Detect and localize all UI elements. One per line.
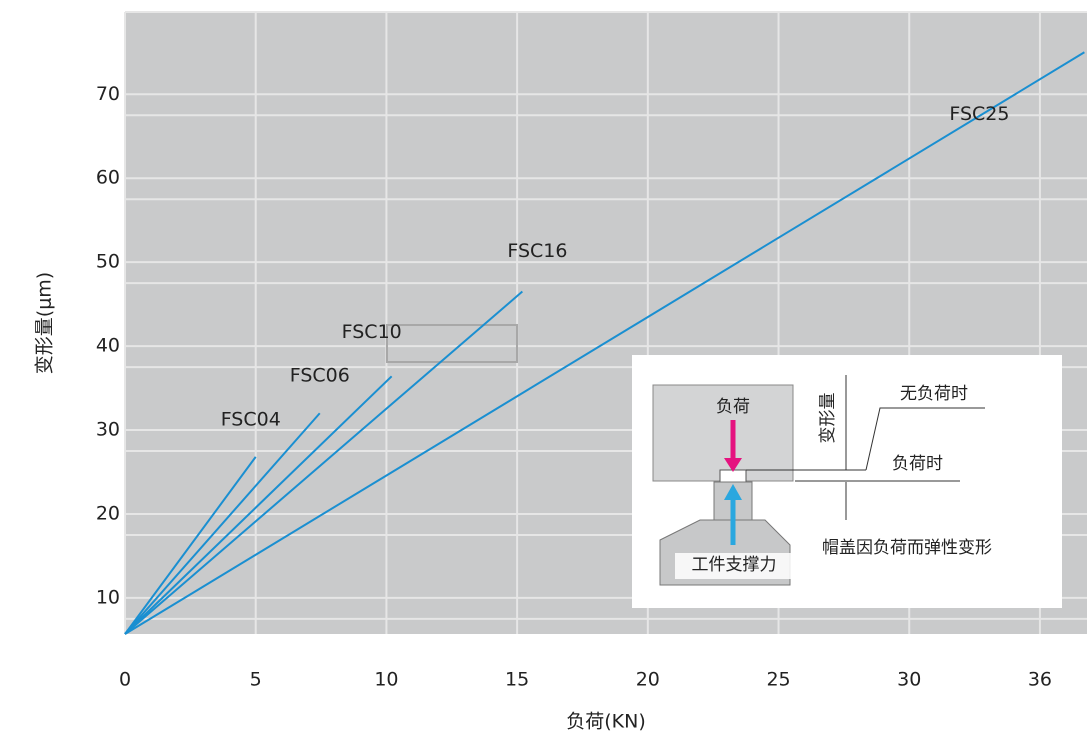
lines bbox=[124, 51, 1085, 635]
x-tick-label: 5 bbox=[250, 669, 262, 691]
series-line bbox=[124, 375, 393, 635]
leader bbox=[865, 407, 985, 471]
inset-label: 帽盖因负荷而弹性变形 bbox=[822, 538, 992, 558]
x-tick-label: 10 bbox=[374, 669, 398, 691]
y-tick-label: 60 bbox=[96, 167, 120, 189]
series-label: FSC10 bbox=[342, 321, 402, 343]
series-line bbox=[124, 51, 1085, 635]
inset-label: 无负荷时 bbox=[900, 384, 968, 404]
series-label: FSC16 bbox=[507, 240, 567, 262]
label-bg bbox=[675, 553, 793, 579]
inset-label: 负荷时 bbox=[892, 454, 943, 474]
support-arrow-head bbox=[724, 484, 742, 500]
x-tick-label: 15 bbox=[505, 669, 529, 691]
x-tick-label: 36 bbox=[1028, 669, 1052, 691]
inset-label: 负荷 bbox=[716, 397, 750, 417]
gray-box bbox=[386, 324, 518, 363]
inset: 负荷 变形量 无负荷时 负荷时 帽盖因负荷而弹性变形 工件支撑力 bbox=[632, 355, 1062, 608]
load-arrow-head bbox=[724, 458, 742, 472]
y-tick-label: 10 bbox=[96, 586, 120, 608]
series-label: FSC25 bbox=[949, 103, 1009, 125]
series-line bbox=[124, 412, 321, 635]
x-tick-label: 25 bbox=[766, 669, 790, 691]
inset-block bbox=[652, 384, 794, 482]
inset-label: 变形量 bbox=[818, 393, 838, 444]
series-label: FSC06 bbox=[290, 365, 350, 387]
inset-label: 工件支撑力 bbox=[692, 555, 777, 575]
series-line bbox=[124, 456, 257, 635]
series-label: FSC04 bbox=[221, 408, 281, 430]
series-line bbox=[124, 290, 524, 635]
y-tick-label: 20 bbox=[96, 502, 120, 524]
x-tick-label: 20 bbox=[636, 669, 660, 691]
y-tick-label: 30 bbox=[96, 419, 120, 441]
x-axis-title: 负荷(KN) bbox=[566, 711, 646, 733]
y-axis-title: 变形量(μm) bbox=[34, 272, 56, 374]
x-tick-label: 0 bbox=[119, 669, 131, 691]
y-tick-label: 70 bbox=[96, 83, 120, 105]
y-tick-label: 50 bbox=[96, 251, 120, 273]
x-tick-label: 30 bbox=[897, 669, 921, 691]
y-tick-label: 40 bbox=[96, 335, 120, 357]
